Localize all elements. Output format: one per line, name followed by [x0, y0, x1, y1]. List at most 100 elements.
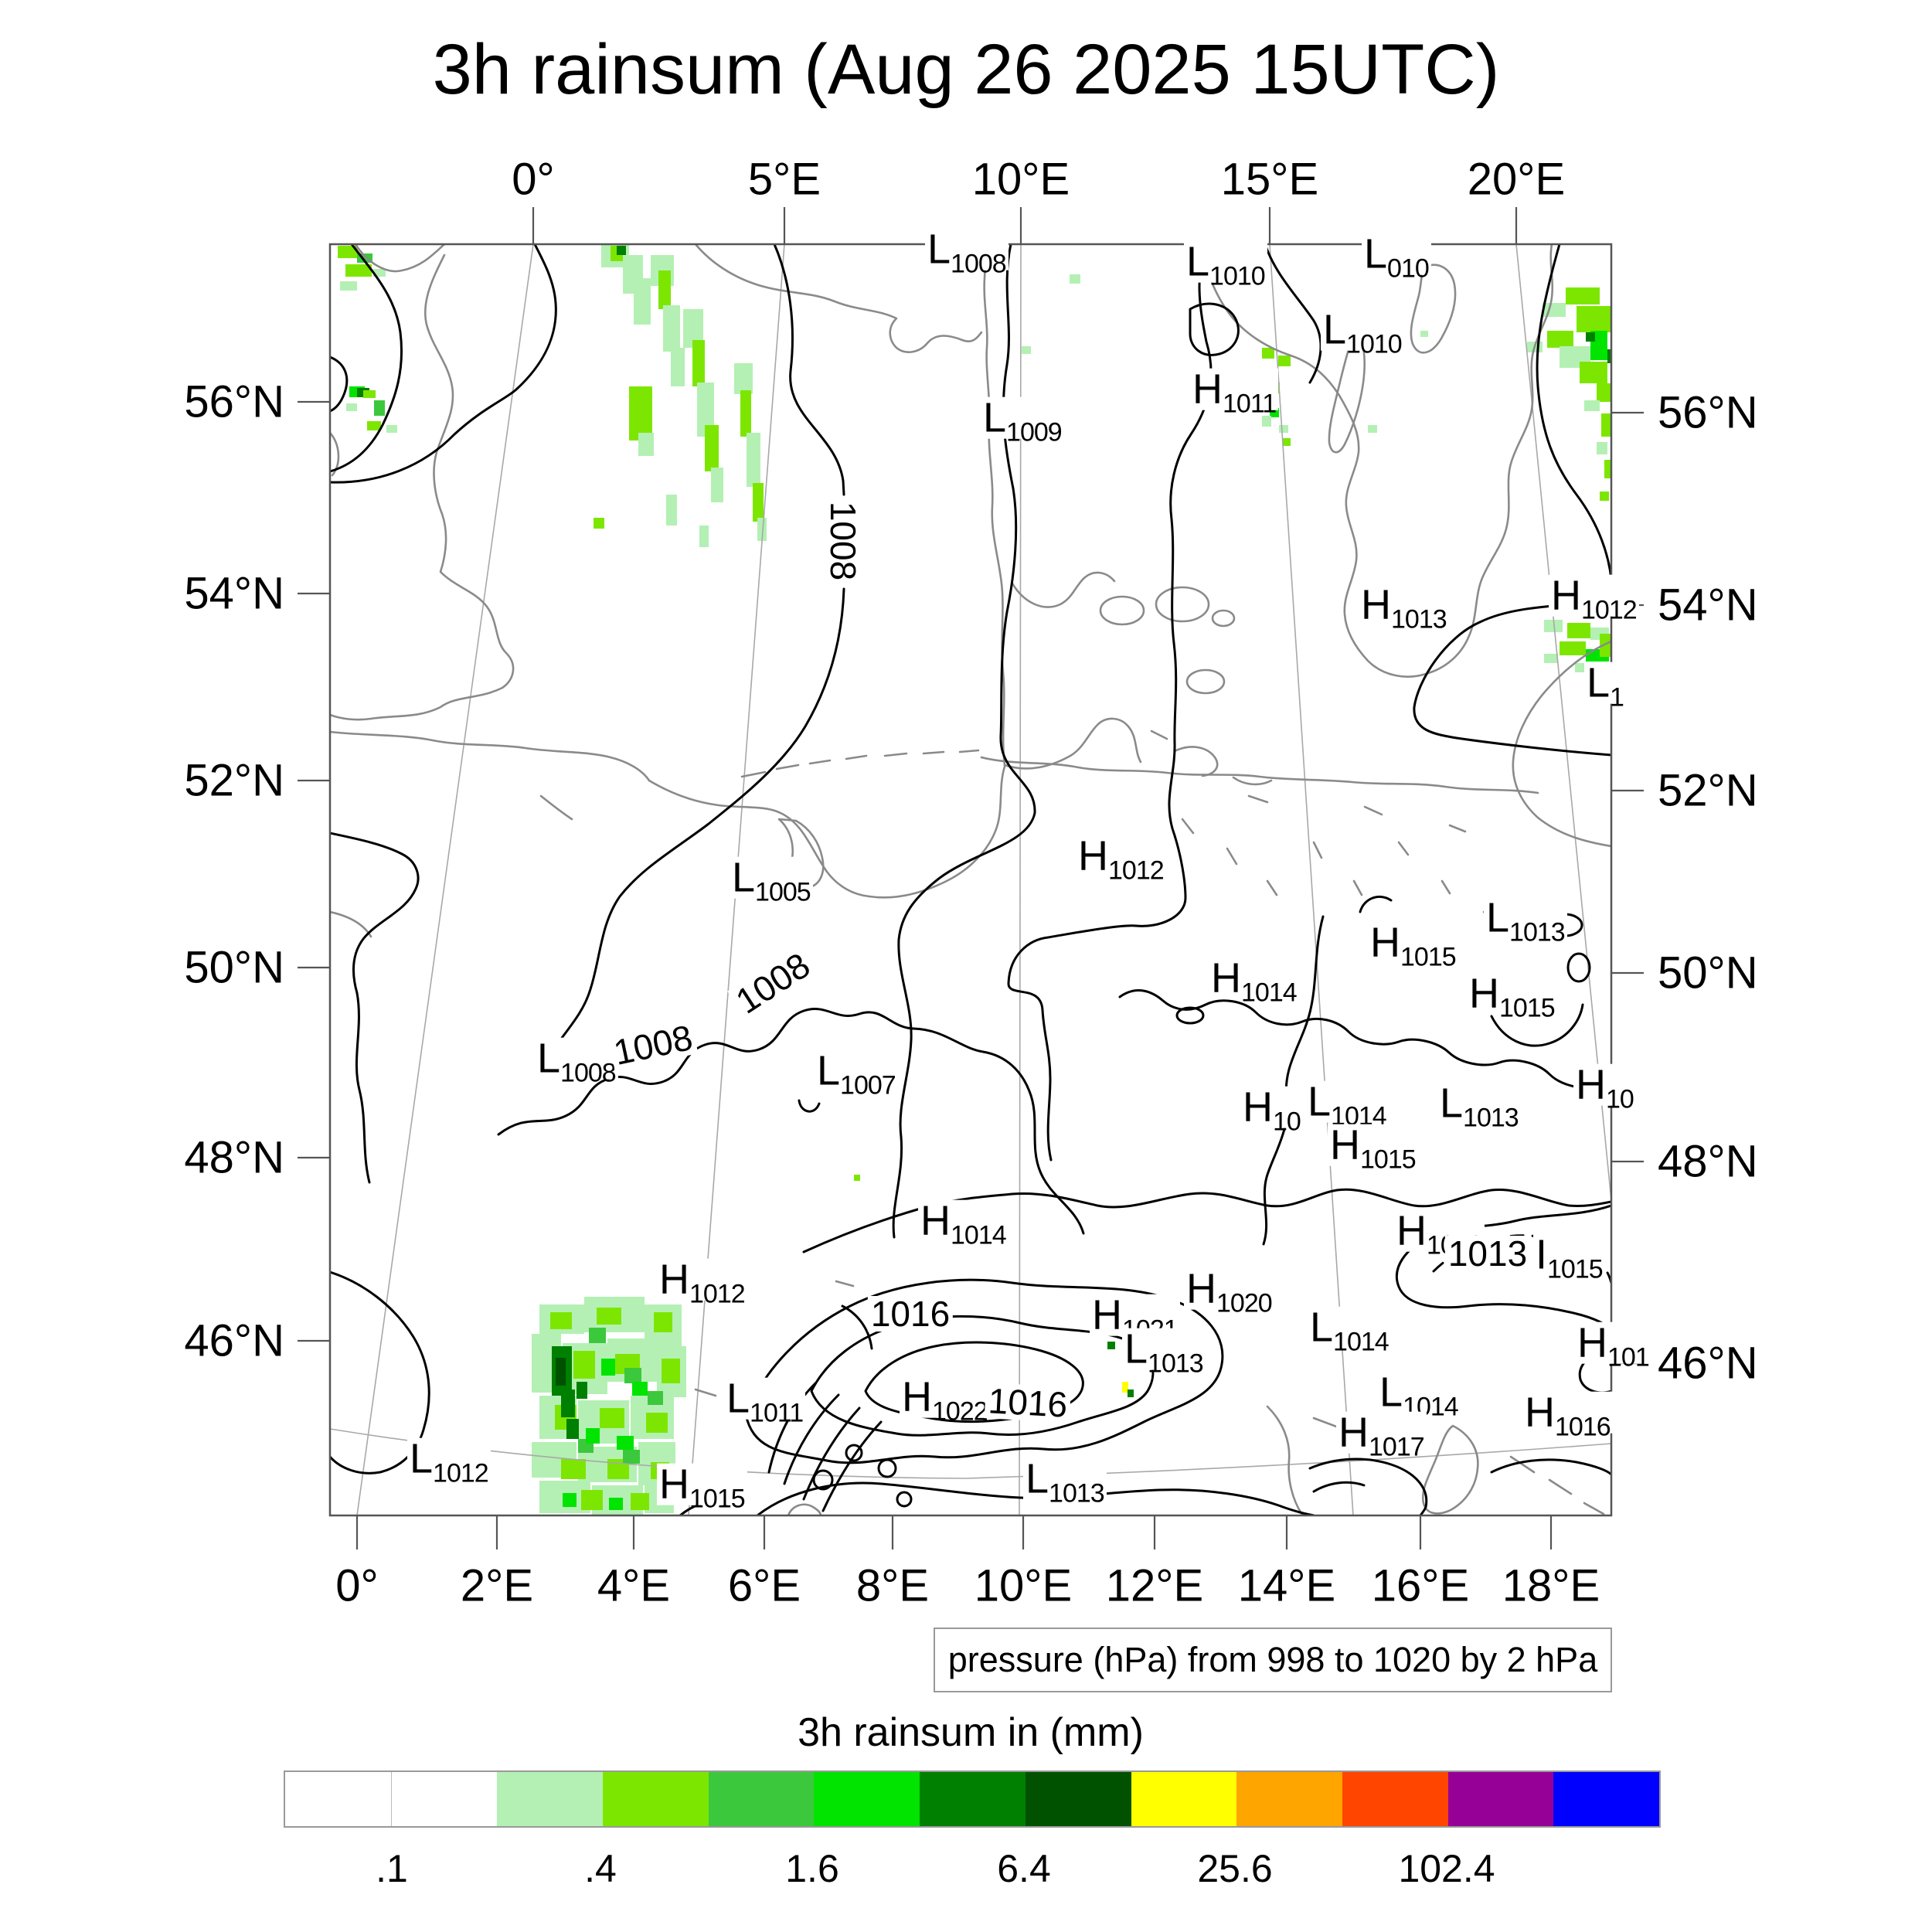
pressure-value: 1007 [840, 1070, 896, 1100]
rain-cell [747, 433, 760, 487]
pressure-center-H1014: H1014 [1209, 954, 1299, 1006]
rain-cell [1607, 349, 1611, 363]
rain-cell [1544, 654, 1558, 663]
rain-cell [1567, 623, 1590, 638]
pressure-letter: L [1124, 1325, 1148, 1372]
colorbar-cell-3 [603, 1772, 709, 1826]
pressure-value: 1013 [1148, 1349, 1204, 1379]
rain-cell [589, 1328, 606, 1343]
lon-label-top: 0° [512, 154, 555, 205]
pressure-value: 1015 [1400, 942, 1457, 972]
pressure-letter: L [410, 1435, 434, 1482]
lat-label-left: 52°N [184, 755, 284, 806]
pressure-letter: H [1211, 954, 1241, 1002]
pressure-value: 1014 [1333, 1327, 1389, 1357]
rain-cell [556, 1358, 566, 1386]
pressure-value: 1009 [1006, 417, 1063, 447]
pressure-legend-box: pressure (hPa) from 998 to 1020 by 2 hPa [934, 1628, 1612, 1692]
pressure-value: 10 [1273, 1107, 1301, 1137]
pressure-center-I1015: I1015 [1533, 1233, 1605, 1283]
pressure-center-L1014: L1014 [1305, 1080, 1389, 1130]
lat-label-right: 48°N [1658, 1136, 1758, 1187]
pressure-letter: H [1330, 1121, 1360, 1168]
pressure-value: 1011 [1223, 389, 1277, 419]
pressure-center-L1012: L1012 [407, 1435, 491, 1487]
rain-cell [662, 1359, 680, 1383]
pressure-center-L1011: L1011 [724, 1377, 806, 1427]
rain-cell [1128, 1389, 1134, 1397]
pressure-letter: H [1396, 1207, 1427, 1254]
pressure-letter: H [659, 1461, 689, 1508]
colorbar-tick-label: 6.4 [997, 1847, 1051, 1890]
lon-label-top: 10°E [971, 154, 1070, 205]
pressure-value: 1008 [951, 249, 1007, 279]
pressure-center-L1014: L1014 [1377, 1371, 1461, 1420]
rain-cell [757, 518, 767, 541]
rain-cell [609, 1498, 623, 1510]
pressure-letter: L [1440, 1080, 1464, 1127]
pressure-center-H1014: H1014 [918, 1199, 1009, 1249]
pressure-value: 1010 [1209, 261, 1266, 291]
pressure-center-H1013: H1013 [1359, 581, 1449, 633]
pressure-value: 1012 [689, 1279, 746, 1309]
pressure-letter: H [1551, 572, 1581, 619]
rain-cell [663, 305, 680, 352]
rain-cell [386, 425, 397, 433]
pressure-value: 1011 [750, 1398, 804, 1428]
lat-label-left: 56°N [184, 376, 284, 427]
contour-label-1016: 1016 [867, 1296, 954, 1332]
pressure-value: 1005 [755, 877, 811, 907]
rain-cell [1584, 400, 1600, 411]
rain-cell [1262, 348, 1274, 359]
colorbar-cell-6 [920, 1772, 1026, 1826]
colorbar-cell-10 [1342, 1772, 1448, 1826]
rain-cell [577, 1382, 587, 1399]
pressure-value: 1012 [1108, 855, 1165, 886]
rain-cell [629, 386, 652, 440]
pressure-letter: L [537, 1035, 561, 1082]
rain-cell [697, 383, 714, 437]
rain-cell [367, 421, 381, 430]
rain-cell [1547, 331, 1573, 348]
rain-cell [699, 526, 709, 547]
pressure-center-L1013: L1013 [1122, 1325, 1206, 1377]
pressure-value: 1 [1610, 682, 1624, 713]
rain-shading-layer [338, 244, 1611, 1515]
lon-label-top: 5°E [747, 154, 821, 205]
rain-cell [566, 1419, 579, 1439]
rain-cell [617, 1436, 634, 1450]
rain-cell [1597, 383, 1611, 402]
pressure-center-H10: H10 [1573, 1063, 1636, 1113]
rain-cell [1022, 346, 1031, 354]
pressure-letter: H [659, 1256, 689, 1303]
rain-cell [711, 468, 723, 502]
rain-cell [374, 400, 385, 416]
pressure-letter: H [1361, 581, 1391, 628]
lon-label-bottom: 4°E [597, 1560, 671, 1611]
rain-cell [563, 1493, 577, 1507]
colorbar-tick-label: 102.4 [1398, 1847, 1495, 1890]
rain-cell [1566, 287, 1600, 304]
rain-cell [594, 518, 604, 529]
lon-label-top: 20°E [1467, 154, 1566, 205]
pressure-contours [330, 244, 1611, 1515]
pressure-letter: H [1370, 919, 1400, 966]
lon-label-bottom: 0° [335, 1560, 379, 1611]
pressure-value: 10 [1606, 1084, 1634, 1114]
rain-cell [1543, 303, 1566, 317]
pressure-value: 1013 [1049, 1478, 1105, 1509]
pressure-letter: L [1364, 230, 1388, 277]
pressure-letter: H [1338, 1409, 1369, 1456]
pressure-letter: L [927, 226, 951, 273]
rain-cell [550, 1312, 572, 1329]
pressure-letter: H [1525, 1389, 1555, 1436]
rain-cell [705, 425, 719, 471]
rain-cell [346, 403, 357, 411]
pressure-center-L1008: L1008 [535, 1035, 618, 1087]
rain-cell [1580, 362, 1607, 383]
rain-cell [638, 433, 654, 456]
pressure-letter: L [983, 394, 1007, 441]
pressure-center-L1: L1 [1584, 662, 1626, 711]
lat-label-right: 50°N [1658, 947, 1758, 998]
